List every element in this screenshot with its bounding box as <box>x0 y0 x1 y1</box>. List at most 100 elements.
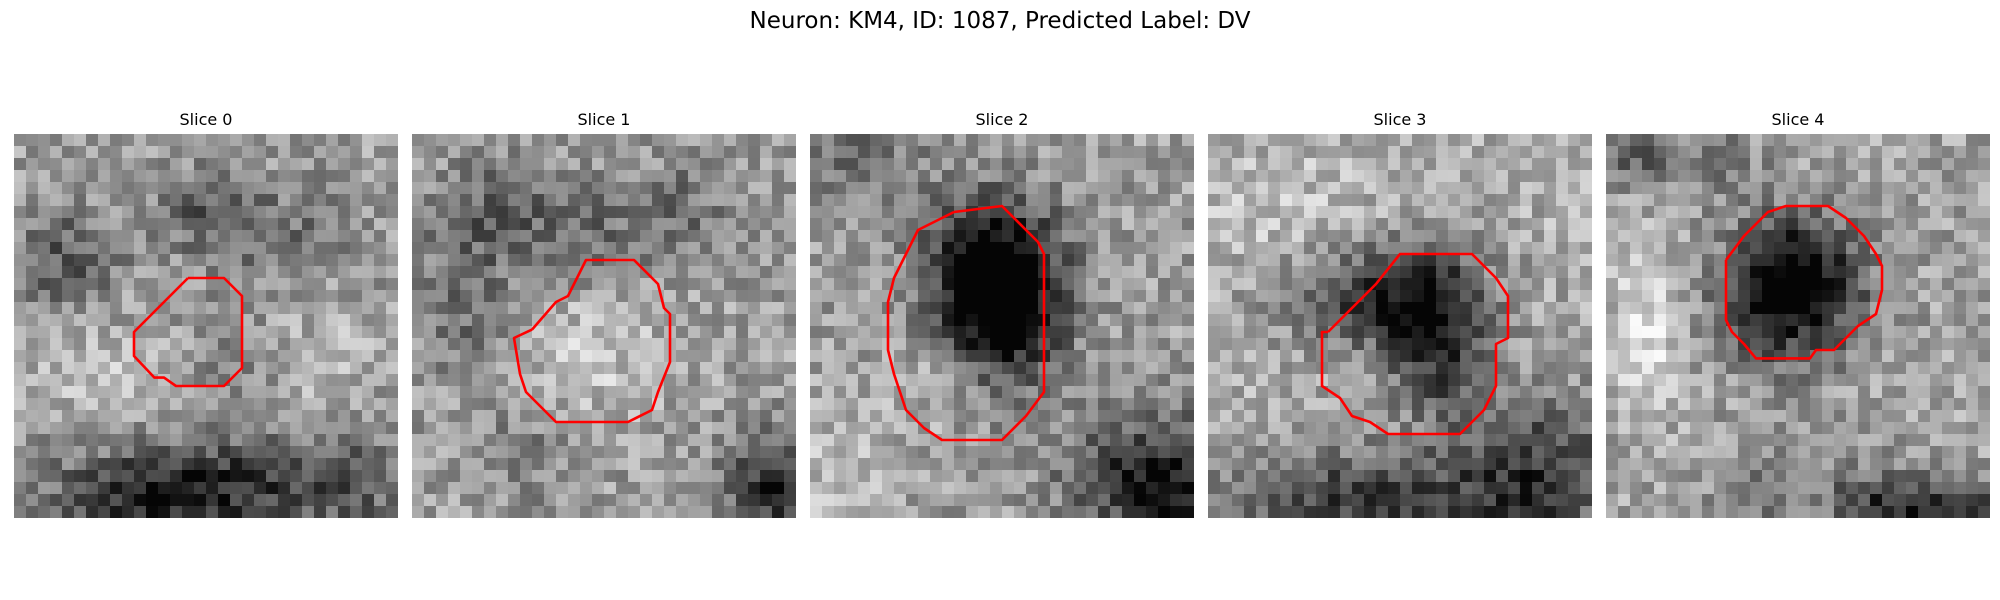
image-pixel <box>1966 230 1979 243</box>
image-pixel <box>362 278 375 291</box>
image-pixel <box>98 506 111 518</box>
image-pixel <box>592 398 605 411</box>
image-pixel <box>206 230 219 243</box>
image-pixel <box>978 194 991 207</box>
image-pixel <box>1786 374 1799 387</box>
image-pixel <box>484 458 497 471</box>
image-pixel <box>1894 434 1907 447</box>
image-pixel <box>930 134 943 147</box>
image-pixel <box>1424 206 1437 219</box>
image-pixel <box>278 434 291 447</box>
image-pixel <box>942 314 955 327</box>
image-pixel <box>1074 362 1087 375</box>
image-pixel <box>966 158 979 171</box>
image-pixel <box>278 242 291 255</box>
image-pixel <box>894 350 907 363</box>
image-pixel <box>772 410 785 423</box>
image-pixel <box>882 242 895 255</box>
image-pixel <box>290 230 303 243</box>
image-pixel <box>1280 254 1293 267</box>
image-pixel <box>846 362 859 375</box>
image-pixel <box>748 230 761 243</box>
image-pixel <box>110 374 123 387</box>
image-pixel <box>170 182 183 195</box>
image-pixel <box>412 290 425 303</box>
image-pixel <box>290 374 303 387</box>
image-pixel <box>1340 362 1353 375</box>
image-pixel <box>1232 170 1245 183</box>
image-pixel <box>544 242 557 255</box>
image-pixel <box>424 266 437 279</box>
image-pixel <box>556 266 569 279</box>
image-pixel <box>1702 410 1715 423</box>
image-pixel <box>1098 302 1111 315</box>
image-pixel <box>1978 398 1990 411</box>
image-pixel <box>1256 398 1269 411</box>
image-pixel <box>1472 446 1485 459</box>
image-pixel <box>496 158 509 171</box>
image-pixel <box>592 482 605 495</box>
image-pixel <box>484 266 497 279</box>
image-pixel <box>1182 482 1194 495</box>
image-pixel <box>1352 194 1365 207</box>
image-pixel <box>870 206 883 219</box>
image-pixel <box>110 410 123 423</box>
image-pixel <box>1292 134 1305 147</box>
image-pixel <box>1220 206 1233 219</box>
image-pixel <box>640 218 653 231</box>
image-pixel <box>1846 170 1859 183</box>
image-pixel <box>1352 314 1365 327</box>
image-pixel <box>990 170 1003 183</box>
image-pixel <box>386 350 398 363</box>
image-pixel <box>736 230 749 243</box>
image-pixel <box>834 242 847 255</box>
image-pixel <box>412 170 425 183</box>
image-pixel <box>1556 314 1569 327</box>
image-pixel <box>182 458 195 471</box>
image-pixel <box>1220 338 1233 351</box>
image-pixel <box>50 446 63 459</box>
image-pixel <box>362 326 375 339</box>
image-pixel <box>1026 434 1039 447</box>
image-pixel <box>38 338 51 351</box>
image-pixel <box>1074 458 1087 471</box>
image-pixel <box>386 398 398 411</box>
image-pixel <box>616 410 629 423</box>
image-pixel <box>1304 494 1317 507</box>
image-pixel <box>290 290 303 303</box>
image-pixel <box>1220 446 1233 459</box>
image-pixel <box>966 218 979 231</box>
image-pixel <box>954 422 967 435</box>
image-pixel <box>1544 206 1557 219</box>
image-pixel <box>1894 290 1907 303</box>
image-pixel <box>1532 470 1545 483</box>
image-pixel <box>1532 278 1545 291</box>
image-pixel <box>1050 362 1063 375</box>
image-pixel <box>1834 290 1847 303</box>
image-pixel <box>508 482 521 495</box>
image-pixel <box>1388 314 1401 327</box>
image-pixel <box>736 458 749 471</box>
image-pixel <box>1870 434 1883 447</box>
image-pixel <box>1532 206 1545 219</box>
image-pixel <box>772 374 785 387</box>
image-pixel <box>484 326 497 339</box>
image-pixel <box>954 374 967 387</box>
image-pixel <box>1618 206 1631 219</box>
image-pixel <box>206 458 219 471</box>
image-pixel <box>1316 290 1329 303</box>
image-pixel <box>1496 422 1509 435</box>
image-pixel <box>1870 158 1883 171</box>
image-pixel <box>472 434 485 447</box>
image-pixel <box>1208 134 1221 147</box>
image-pixel <box>460 338 473 351</box>
image-pixel <box>822 278 835 291</box>
image-pixel <box>1906 398 1919 411</box>
image-pixel <box>1846 422 1859 435</box>
image-pixel <box>1110 206 1123 219</box>
image-pixel <box>990 158 1003 171</box>
image-pixel <box>1134 302 1147 315</box>
image-pixel <box>436 314 449 327</box>
image-pixel <box>580 482 593 495</box>
image-pixel <box>1244 350 1257 363</box>
